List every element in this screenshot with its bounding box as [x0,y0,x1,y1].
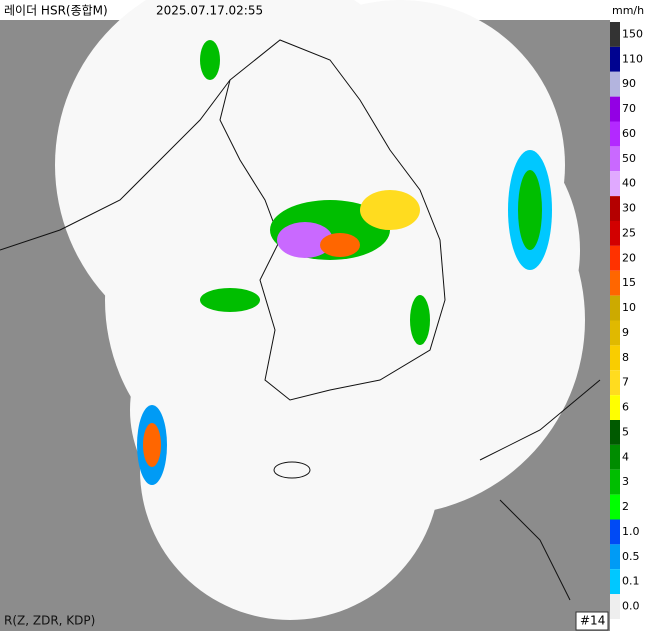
legend-swatch [610,494,620,520]
legend-label: 10 [622,301,636,314]
frame: #14 [580,614,605,628]
frame-box [575,611,609,631]
legend-swatch [610,345,620,371]
legend-label: 0.0 [622,600,640,613]
legend-label: 110 [622,52,643,65]
legend-swatch [610,196,620,221]
legend-label: 0.5 [622,550,640,563]
legend-swatch [610,295,620,321]
title: 레이더 HSR(종합M) [4,4,108,18]
legend-label: 6 [622,401,629,414]
legend-label: 2 [622,500,629,513]
legend-label: 4 [622,450,629,463]
rain [137,40,552,485]
legend: 150 110 90 70 60 50 40 30 25 20 15 10 9 8 7 6 5 4 3 2 1.0 0.5… [610,22,643,619]
legend-label: 8 [622,351,629,364]
legend-swatch [610,71,620,97]
legend-label: 60 [622,127,636,140]
legend-swatch [610,245,620,271]
legend-swatch [610,320,620,346]
legend-swatch [610,469,620,495]
method: R(Z, ZDR, KDP) [4,614,95,628]
legend-swatch [610,544,620,570]
legend-swatch [610,171,620,197]
legend-label: 3 [622,475,629,488]
legend-swatch [610,221,620,246]
legend-swatch [610,96,620,122]
legend-swatch [610,270,620,296]
legend-label: 15 [622,276,636,289]
legend-label: 1.0 [622,525,640,538]
legend-label: 0.1 [622,575,640,588]
legend-swatch [610,519,620,545]
legend-swatch [610,420,620,445]
legend-swatch [610,444,620,470]
legend-swatch [610,146,620,172]
coastline [0,39,601,601]
legend-label: 50 [622,152,636,165]
legend-swatch [610,22,620,47]
legend-swatch [610,395,620,420]
legend-label: 25 [622,226,636,239]
legend-label: 150 [622,27,643,40]
legend-label: 40 [622,177,636,190]
legend-swatch [610,121,620,147]
legend-swatch [610,569,620,595]
timestamp: 2025.07.17.02:55 [156,4,263,18]
unit: mm/h [612,4,644,17]
legend-label: 7 [622,376,629,389]
legend-label: 5 [622,425,629,438]
legend-swatch [610,370,620,396]
legend-swatch [610,46,620,72]
legend-label: 20 [622,251,636,264]
legend-label: 30 [622,202,636,215]
legend-label: 90 [622,77,636,90]
legend-label: 9 [622,326,629,339]
legend-label: 70 [622,102,636,115]
legend-swatch [610,594,620,619]
